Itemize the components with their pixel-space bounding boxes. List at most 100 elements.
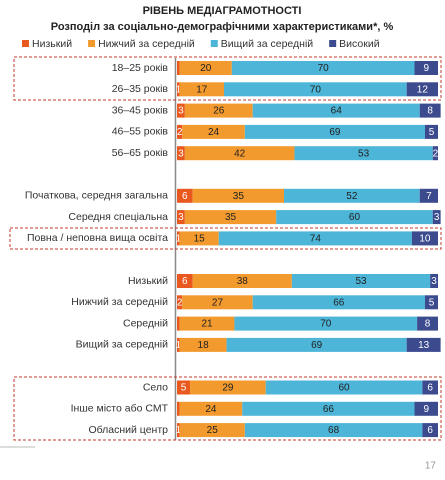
value-label: 66 xyxy=(323,404,335,415)
bar-segment xyxy=(184,210,277,225)
value-label: 38 xyxy=(237,276,249,287)
value-label: 70 xyxy=(310,84,322,95)
bar-segment xyxy=(406,337,441,352)
bar-segment xyxy=(265,380,423,395)
bar-segment xyxy=(424,295,438,310)
value-label: 5 xyxy=(429,297,435,308)
legend-label: Низький xyxy=(32,38,72,50)
legend: Низький Нижчий за середній Вищий за середн… xyxy=(22,38,380,50)
bar-segment xyxy=(177,231,180,246)
bar-segment xyxy=(179,337,227,352)
value-label: 1 xyxy=(176,84,182,95)
bar-segment xyxy=(424,124,438,139)
bar-segment xyxy=(177,124,183,139)
value-label: 1 xyxy=(176,340,182,351)
bar-segment xyxy=(177,401,180,416)
bar-segment xyxy=(192,188,285,203)
bar-segment xyxy=(223,82,407,97)
highlight-box xyxy=(9,227,442,250)
category-label: Середній xyxy=(123,317,168,329)
value-label: 53 xyxy=(355,276,367,287)
legend-swatch xyxy=(88,40,96,47)
bar-segment xyxy=(177,210,185,225)
bar-segment xyxy=(284,188,420,203)
value-label: 2 xyxy=(177,127,183,138)
value-label: 64 xyxy=(331,106,343,117)
value-label: 69 xyxy=(329,127,341,138)
bar-segment xyxy=(226,337,407,352)
category-label: Середня спеціальна xyxy=(68,211,168,223)
value-label: 68 xyxy=(328,425,340,436)
bar-segment xyxy=(244,124,425,139)
value-label: 1 xyxy=(176,234,182,245)
bar-segment xyxy=(177,146,185,161)
bar-segment xyxy=(417,316,438,331)
value-label: 15 xyxy=(194,234,206,245)
value-label: 53 xyxy=(358,148,370,159)
value-label: 1 xyxy=(176,425,182,436)
bar-segment xyxy=(182,124,245,139)
bar-segment xyxy=(414,61,438,75)
value-label: 10 xyxy=(419,234,431,245)
bar-segment xyxy=(192,274,292,288)
bar-segment xyxy=(231,61,415,75)
value-label: 5 xyxy=(429,127,435,138)
bar-segment xyxy=(414,401,438,416)
bar-segment xyxy=(177,337,180,352)
bar-segment xyxy=(184,103,253,118)
value-label: 42 xyxy=(234,148,246,159)
category-label: Вищий за середній xyxy=(76,339,169,351)
value-label: 3 xyxy=(178,212,184,223)
bar-segment xyxy=(184,146,295,161)
value-label: 8 xyxy=(425,319,431,330)
value-label: 9 xyxy=(423,404,429,415)
legend-swatch xyxy=(22,40,29,47)
bar-segment xyxy=(177,103,185,118)
value-label: 24 xyxy=(208,127,220,138)
category-label: Низький xyxy=(128,275,168,287)
category-label: 46–55 років xyxy=(112,126,169,138)
value-label: 29 xyxy=(222,383,234,394)
legend-label: Вищий за середній xyxy=(221,38,314,50)
value-label: 3 xyxy=(178,148,184,159)
value-label: 2 xyxy=(433,148,439,159)
value-label: 69 xyxy=(311,340,323,351)
bar-segment xyxy=(177,82,180,97)
legend-label: Нижчий за середній xyxy=(98,38,195,50)
value-label: 13 xyxy=(418,340,430,351)
value-label: 3 xyxy=(434,212,440,223)
value-label: 74 xyxy=(310,234,322,245)
bar-segment xyxy=(252,103,420,118)
value-label: 25 xyxy=(207,425,219,436)
bar-segment xyxy=(177,423,180,438)
value-label: 18 xyxy=(198,340,210,351)
category-label: Обласний центр xyxy=(88,424,168,436)
category-label: 18–25 років xyxy=(112,62,169,74)
bar-segment xyxy=(432,210,441,225)
page-number: 17 xyxy=(425,461,437,472)
category-label: Початкова, середня загальна xyxy=(25,190,168,202)
value-label: 52 xyxy=(346,191,358,202)
value-label: 6 xyxy=(427,425,433,436)
bar-segment xyxy=(177,295,183,310)
value-label: 7 xyxy=(426,191,432,202)
value-label: 70 xyxy=(320,319,332,330)
bar-segment xyxy=(177,316,180,331)
chart-title: РІВЕНЬ МЕДІАГРАМОТНОСТІ xyxy=(143,5,302,17)
bar-segment xyxy=(252,295,425,310)
category-label: 56–65 років xyxy=(112,147,169,159)
value-label: 60 xyxy=(349,212,361,223)
bar-segment xyxy=(177,61,180,75)
bar-segment xyxy=(419,103,441,118)
legend-swatch xyxy=(210,40,218,47)
bar-segment xyxy=(179,423,245,438)
bar-segment xyxy=(422,380,438,395)
bar-segment xyxy=(177,188,193,203)
bar-segment xyxy=(276,210,433,225)
category-label: Село xyxy=(143,381,168,393)
bar-segment xyxy=(244,423,423,438)
bar-segment xyxy=(179,231,219,246)
bar-segment xyxy=(242,401,415,416)
value-label: 3 xyxy=(431,276,437,287)
